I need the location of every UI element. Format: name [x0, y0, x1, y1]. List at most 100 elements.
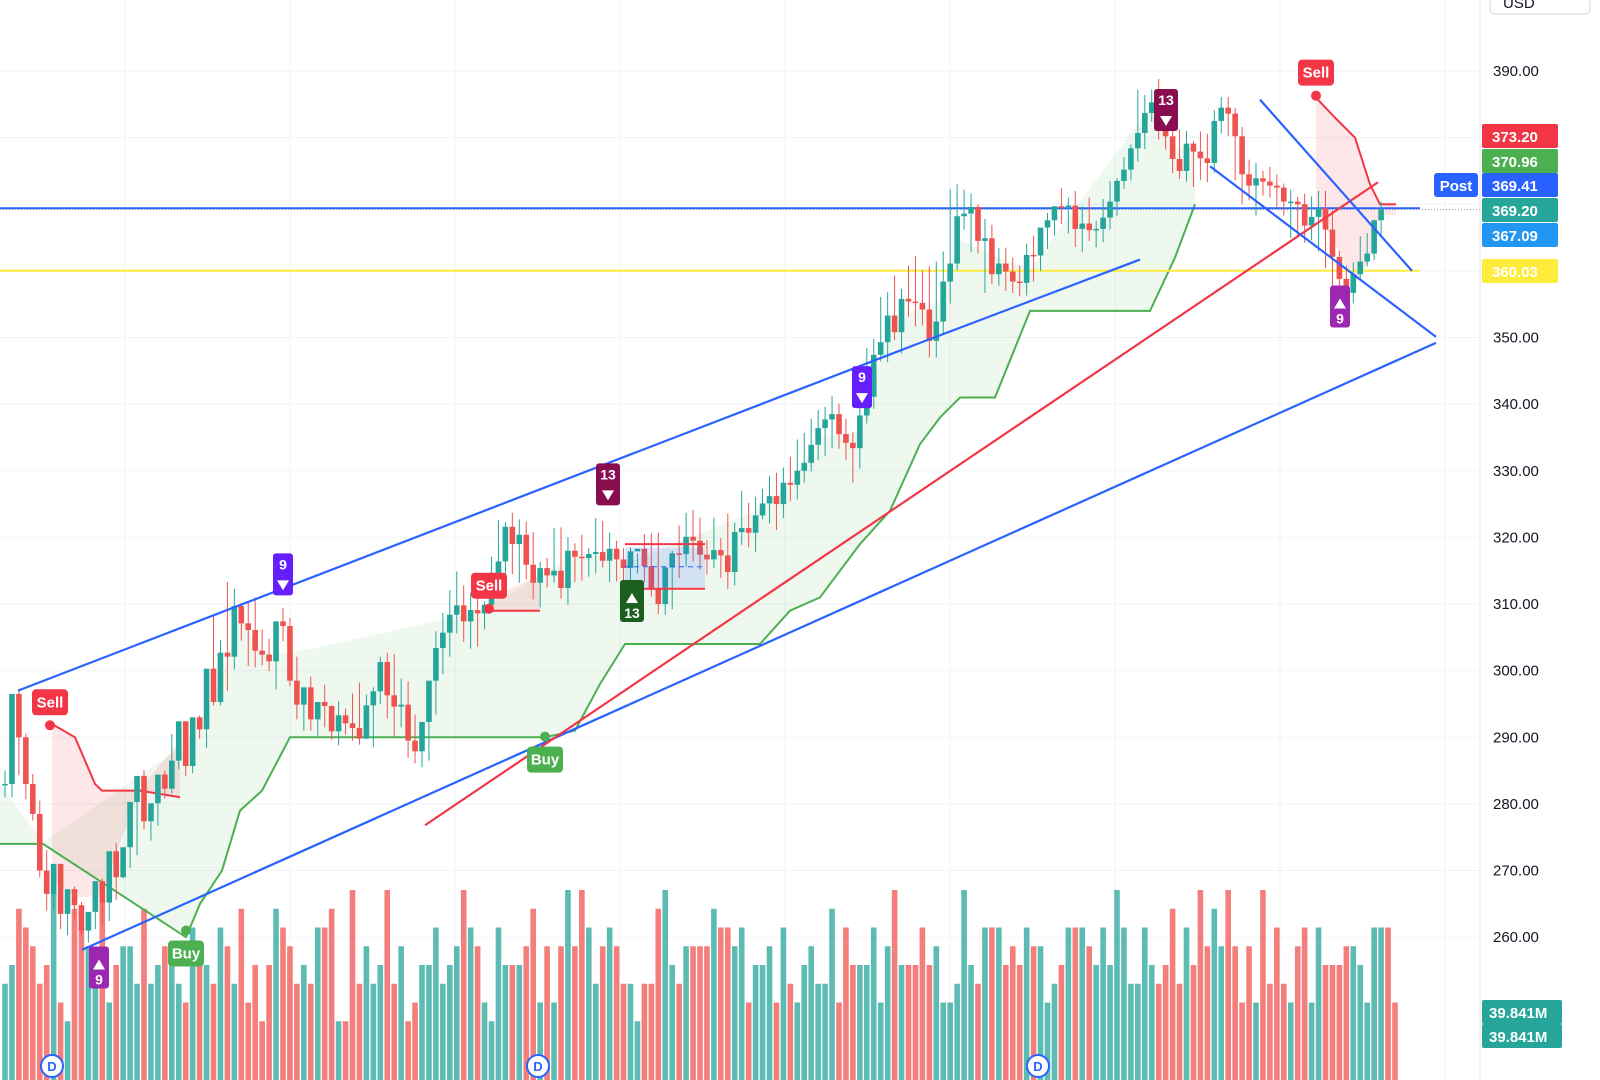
volume-bar	[314, 927, 321, 1080]
blue-trend-line	[919, 258, 1141, 344]
arrow-up-icon	[1334, 298, 1346, 309]
candle-body	[1190, 143, 1197, 152]
td-marker-count: 9	[858, 369, 866, 385]
y-tick-label: 260.00	[1493, 929, 1539, 946]
candle-body	[523, 534, 530, 565]
candle	[453, 571, 460, 634]
y-tick-label: 290.00	[1493, 729, 1539, 746]
volume-bar	[321, 927, 328, 1080]
candle-body	[996, 263, 1002, 275]
td-sequential-marker: 13	[620, 580, 644, 623]
currency-selector[interactable]: USD	[1489, 0, 1591, 15]
candle-body	[669, 553, 675, 568]
horizontal-lines[interactable]	[0, 207, 1480, 272]
candle-body	[1079, 223, 1086, 229]
volume-bar	[203, 965, 210, 1080]
candle-body	[50, 863, 57, 894]
dividend-circle	[1026, 1054, 1050, 1078]
volume-bar	[155, 965, 161, 1080]
candle	[280, 608, 286, 642]
candle	[1232, 107, 1238, 181]
candle-body	[419, 721, 425, 752]
volume-bar	[662, 890, 669, 1080]
volume-bar	[453, 946, 460, 1080]
volume-bar	[968, 965, 974, 1080]
candle	[398, 678, 404, 728]
candle	[1100, 198, 1106, 243]
candle	[870, 338, 877, 409]
candle-body	[1148, 102, 1155, 113]
candle	[64, 889, 71, 936]
candle-body	[1315, 208, 1322, 217]
volume-bars	[2, 890, 1398, 1080]
candle	[1287, 189, 1294, 239]
dividend-marker[interactable]: D	[40, 1054, 64, 1078]
volume-bar	[877, 1002, 884, 1080]
red-trend-line	[424, 181, 1379, 827]
dividend-label: D	[1033, 1059, 1042, 1074]
volume-bar	[613, 946, 620, 1080]
volume-bar	[391, 983, 397, 1080]
candle-body	[259, 650, 265, 655]
price-badge: 360.03	[1482, 259, 1558, 283]
candle-body	[780, 482, 787, 505]
candle	[141, 769, 147, 830]
candle-body	[1225, 107, 1231, 114]
candle-body	[460, 605, 467, 622]
candle-body	[280, 621, 286, 627]
candle	[968, 193, 974, 253]
candle-body	[1016, 281, 1023, 284]
volume-bar	[1315, 927, 1322, 1080]
volume-bar	[1176, 983, 1183, 1080]
candle	[1016, 265, 1023, 297]
candle	[50, 863, 57, 910]
candle	[731, 522, 738, 586]
candle-body	[509, 526, 516, 545]
dividend-circle	[40, 1054, 64, 1078]
volume-bar	[864, 965, 870, 1080]
candle	[1301, 193, 1308, 243]
candle-body	[850, 442, 856, 449]
volume-bar	[50, 890, 57, 1080]
volume-bar	[731, 946, 738, 1080]
price-badge-box	[1482, 198, 1558, 222]
dividend-marker[interactable]: D	[526, 1054, 550, 1078]
volume-bar	[808, 946, 814, 1080]
candle-body	[23, 737, 29, 784]
candle	[16, 689, 22, 776]
candle-body	[169, 760, 175, 789]
volume-bar	[1301, 927, 1308, 1080]
candle-body	[134, 775, 140, 802]
volume-bar	[1003, 965, 1009, 1080]
candle-body	[1135, 132, 1141, 149]
candle-body	[676, 553, 682, 555]
candle	[822, 406, 828, 457]
candle	[877, 296, 884, 362]
volume-bar	[1239, 1002, 1245, 1080]
volume-bar	[426, 965, 432, 1080]
candle	[558, 527, 564, 599]
candle	[801, 432, 808, 483]
dividend-marker[interactable]: D	[1026, 1054, 1050, 1078]
volume-bar	[1135, 983, 1141, 1080]
buy-signal: Buy	[168, 925, 204, 967]
candle	[1114, 178, 1120, 216]
candle-body	[808, 444, 814, 463]
candle-body	[947, 263, 953, 282]
candle-body	[440, 632, 446, 649]
candle-body	[912, 301, 919, 304]
volume-bar	[961, 890, 967, 1080]
candle-body	[843, 434, 849, 443]
volume-bar	[1260, 890, 1266, 1080]
candle	[502, 522, 509, 575]
candle-body	[273, 621, 279, 662]
volume-bar	[294, 983, 300, 1080]
candle-body	[1371, 220, 1377, 254]
signal-label-box	[471, 572, 507, 599]
price-axis[interactable]: USD390.00380.00370.00360.00350.00340.003…	[1434, 0, 1600, 1080]
candle	[1044, 212, 1051, 249]
trend-lines[interactable]	[17, 98, 1437, 951]
candle	[1169, 127, 1176, 173]
candle	[683, 512, 689, 567]
